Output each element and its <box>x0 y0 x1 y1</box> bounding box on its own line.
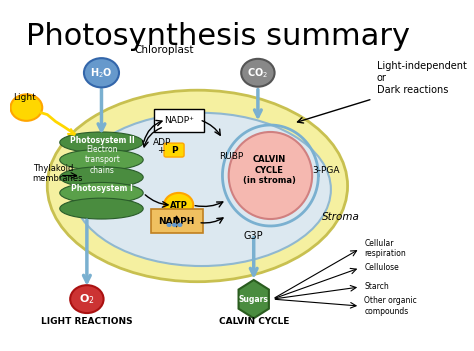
Ellipse shape <box>228 132 312 219</box>
Circle shape <box>70 285 103 313</box>
Text: H$_2$O: H$_2$O <box>90 66 113 80</box>
Text: Chloroplast: Chloroplast <box>134 45 194 55</box>
Text: O$_2$: O$_2$ <box>79 292 95 306</box>
Text: Photosynthesis summary: Photosynthesis summary <box>26 22 410 51</box>
Text: P: P <box>171 146 177 154</box>
Circle shape <box>172 223 177 227</box>
Circle shape <box>84 58 119 87</box>
Polygon shape <box>238 280 269 318</box>
Text: Thylakoid
membranes: Thylakoid membranes <box>33 164 83 184</box>
Circle shape <box>177 223 182 227</box>
Text: Photosystem I: Photosystem I <box>72 184 133 193</box>
Ellipse shape <box>47 90 347 282</box>
Ellipse shape <box>60 198 143 219</box>
Text: Sugars: Sugars <box>239 294 269 304</box>
Text: ATP: ATP <box>170 201 188 210</box>
Text: +: + <box>157 146 164 155</box>
FancyBboxPatch shape <box>154 110 204 132</box>
Text: G3P: G3P <box>244 231 264 241</box>
Text: 3-PGA: 3-PGA <box>312 166 339 175</box>
Text: CO$_2$: CO$_2$ <box>247 66 268 80</box>
Ellipse shape <box>72 113 331 266</box>
Text: Cellular
respiration: Cellular respiration <box>364 239 406 258</box>
FancyBboxPatch shape <box>151 209 203 233</box>
Ellipse shape <box>60 183 143 203</box>
Text: Electron
transport
chains: Electron transport chains <box>84 145 120 175</box>
Text: RUBP: RUBP <box>219 152 243 161</box>
Text: CALVIN
CYCLE
(in stroma): CALVIN CYCLE (in stroma) <box>243 155 296 185</box>
Text: Light: Light <box>13 93 36 102</box>
Text: NADP⁺: NADP⁺ <box>164 116 193 125</box>
Text: CALVIN CYCLE: CALVIN CYCLE <box>219 317 289 326</box>
Text: Cellulose: Cellulose <box>364 263 399 272</box>
Ellipse shape <box>60 167 143 188</box>
Circle shape <box>241 59 274 87</box>
Text: Light-independent
or
Dark reactions: Light-independent or Dark reactions <box>377 61 466 95</box>
Text: ADP: ADP <box>153 138 171 147</box>
Text: Other organic
compounds: Other organic compounds <box>364 296 417 316</box>
Ellipse shape <box>60 132 143 153</box>
Text: Starch: Starch <box>364 283 389 291</box>
Text: NADPH: NADPH <box>158 217 195 226</box>
Circle shape <box>164 193 193 217</box>
Text: Photosystem II: Photosystem II <box>70 136 135 145</box>
Circle shape <box>166 223 172 227</box>
Text: Stroma: Stroma <box>322 212 360 222</box>
Ellipse shape <box>60 150 143 170</box>
FancyBboxPatch shape <box>164 143 184 157</box>
Text: LIGHT REACTIONS: LIGHT REACTIONS <box>41 317 133 326</box>
Circle shape <box>10 94 42 121</box>
